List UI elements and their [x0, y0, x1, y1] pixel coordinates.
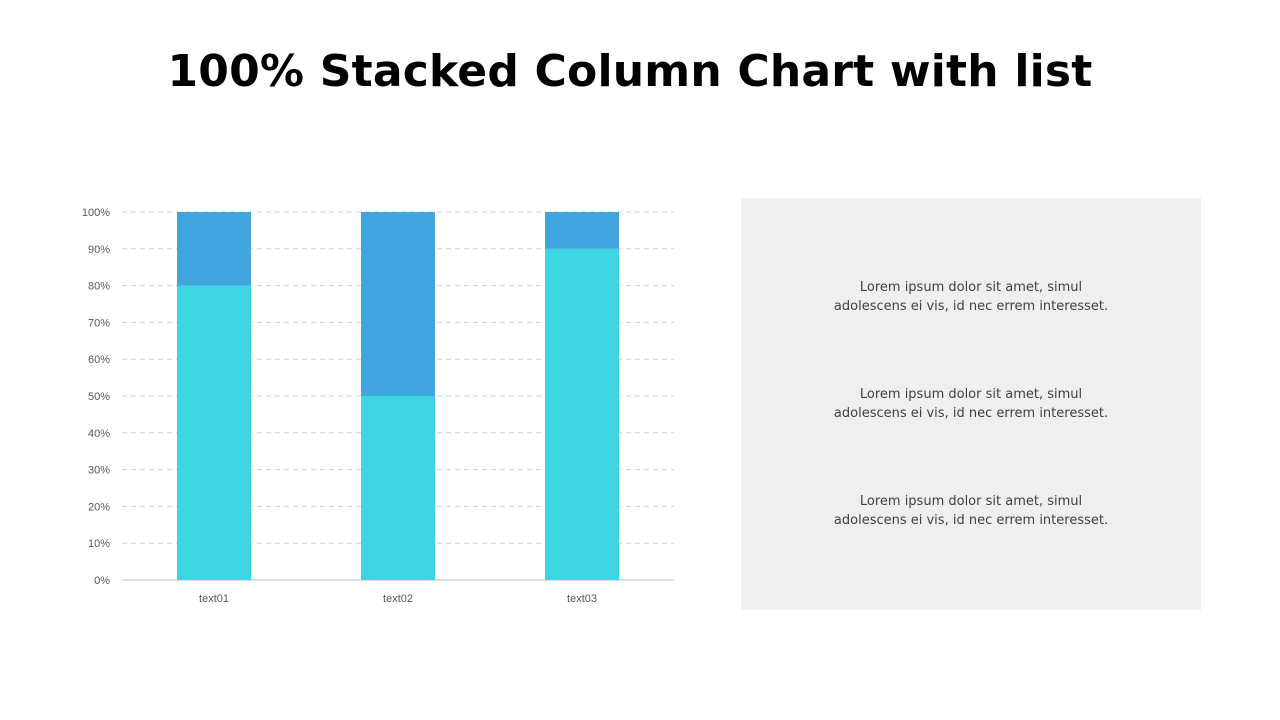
y-tick-label: 80% [88, 281, 110, 293]
y-tick-label: 60% [88, 354, 110, 366]
y-tick-label: 0% [94, 575, 110, 587]
list-item-line1: Lorem ipsum dolor sit amet, simul [859, 387, 1083, 402]
list-item: Lorem ipsum dolor sit amet, simul adoles… [741, 385, 1201, 423]
y-tick-label: 30% [88, 465, 110, 477]
bar-segment [177, 285, 251, 580]
y-tick-label: 20% [88, 501, 110, 513]
bar-segment [361, 396, 435, 580]
list-item: Lorem ipsum dolor sit amet, simul adoles… [741, 278, 1201, 316]
stacked-column-chart: 0% 10% 20% 30% 40% 50% 60% 70% 80% 90% 100% text01 t… [82, 207, 674, 605]
bar-segment [545, 212, 619, 249]
bar-segment [361, 212, 435, 396]
x-tick-label: text02 [383, 593, 413, 605]
list-item-line2: adolescens ei vis, id nec errem interess… [833, 406, 1109, 421]
list-panel: Lorem ipsum dolor sit amet, simul adoles… [741, 198, 1201, 610]
list-item-line2: adolescens ei vis, id nec errem interess… [833, 299, 1109, 314]
y-tick-label: 40% [88, 428, 110, 440]
x-tick-label: text01 [199, 593, 229, 605]
bar-segment [177, 212, 251, 286]
y-tick-label: 100% [82, 207, 110, 219]
list-item-line1: Lorem ipsum dolor sit amet, simul [859, 280, 1083, 295]
y-tick-label: 10% [88, 538, 110, 550]
y-tick-label: 70% [88, 317, 110, 329]
y-tick-label: 90% [88, 244, 110, 256]
page-title: 100% Stacked Column Chart with list [167, 46, 1093, 97]
list-item-line2: adolescens ei vis, id nec errem interess… [833, 513, 1109, 528]
y-tick-label: 50% [88, 391, 110, 403]
bar-segment [545, 248, 619, 581]
list-item: Lorem ipsum dolor sit amet, simul adoles… [741, 492, 1201, 530]
list-item-line1: Lorem ipsum dolor sit amet, simul [859, 494, 1083, 509]
x-tick-label: text03 [567, 593, 597, 605]
